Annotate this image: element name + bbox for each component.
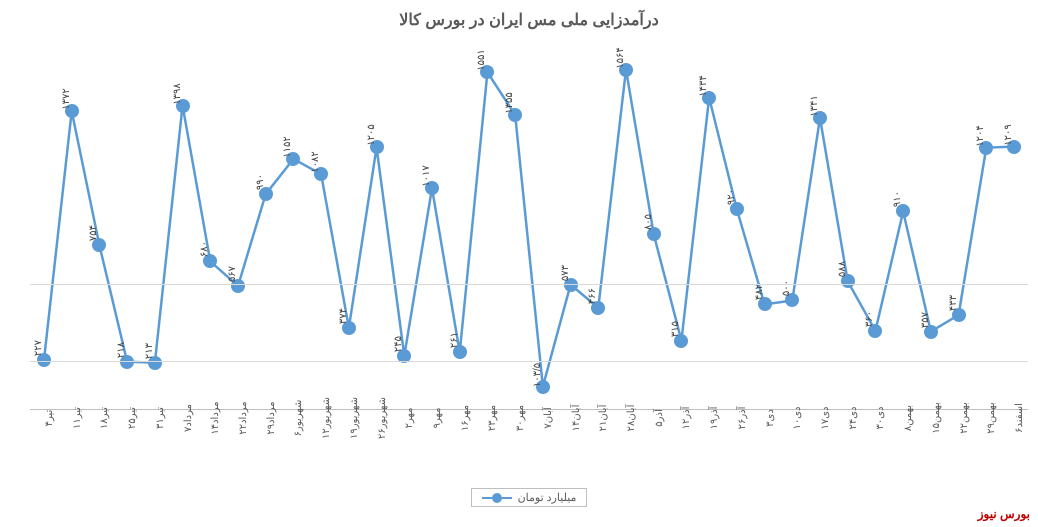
data-label: ۶۸۰ bbox=[199, 241, 210, 257]
data-label: ۴۸۲ bbox=[754, 284, 765, 300]
x-tick-label: ۲۶آذر bbox=[737, 407, 748, 430]
x-tick-label: ۷آبان bbox=[543, 407, 554, 428]
data-label: ۴۶۶ bbox=[587, 288, 598, 304]
x-tick-label: ۱۶مهر bbox=[460, 405, 471, 431]
data-label: ۵۶۷ bbox=[227, 266, 238, 282]
data-label: ۹۱۰ bbox=[892, 191, 903, 207]
x-tick-label: ۹مهر bbox=[432, 408, 443, 429]
x-tick-label: ۲۲مرداد bbox=[238, 401, 249, 434]
x-tick-label: ۱۲آذر bbox=[681, 407, 692, 430]
data-label: ۲۲۷ bbox=[33, 340, 44, 356]
x-tick-label: ۲۸آبان bbox=[626, 405, 637, 432]
x-tick-label: ۲۴دی bbox=[848, 406, 859, 429]
x-tick-label: ۶شهریور bbox=[293, 400, 304, 437]
data-label: ۸۰۵ bbox=[643, 214, 654, 230]
data-label: ۹۲۰ bbox=[726, 189, 737, 205]
x-tick-label: ۳۰دی bbox=[875, 406, 886, 429]
legend: میلیارد تومان bbox=[471, 488, 588, 507]
x-tick-label: ۲۵تیر bbox=[127, 407, 138, 429]
x-tick-label: ۶اسفند bbox=[1014, 403, 1025, 433]
chart-title: درآمدزایی ملی مس ایران در بورس کالا bbox=[30, 10, 1028, 30]
x-tick-label: ۲۳مهر bbox=[487, 405, 498, 431]
data-label: ۳۶۰ bbox=[864, 311, 875, 327]
data-label: ۴۳۳ bbox=[948, 295, 959, 311]
data-label: ۳۷۴ bbox=[338, 308, 349, 324]
plot-area: ۲۲۷ ۱۳۷۲ ۷۵۴ ۲۱۸ ۲۱۳ ۱۳۹۸ ۶۸۰ ۵۶۷ ۹۹۰ ۱۱۵۲ ۱۰۸۲ ۳۷۴… bbox=[30, 40, 1028, 410]
chart-container: درآمدزایی ملی مس ایران در بورس کالا ۲۲۷ ۱… bbox=[30, 10, 1028, 497]
data-label: ۱۰۱۷ bbox=[421, 166, 432, 187]
data-label: ۱۰۸۲ bbox=[310, 151, 321, 172]
x-tick-label: ۱۰دی bbox=[792, 406, 803, 429]
x-tick-label: ۸بهمن bbox=[903, 405, 914, 431]
x-tick-label: ۱۲شهریور bbox=[321, 397, 332, 439]
data-label: ۲۴۵ bbox=[393, 336, 404, 352]
data-label: ۹۹۰ bbox=[255, 174, 266, 190]
data-label: ۱۳۹۸ bbox=[172, 83, 183, 104]
x-tick-label: ۱۸تیر bbox=[99, 407, 110, 429]
x-tick-label: ۱۴مرداد bbox=[210, 401, 221, 434]
x-tick-label: ۱۹شهریور bbox=[349, 397, 360, 439]
data-label: ۱۲۰۵ bbox=[366, 125, 377, 146]
data-label: ۱۳۷۲ bbox=[61, 88, 72, 109]
x-tick-label: ۳دی bbox=[765, 409, 776, 427]
x-tick-label: ۳۰مهر bbox=[515, 405, 526, 431]
x-tick-label: ۲۹مرداد bbox=[266, 401, 277, 434]
data-label: ۲۶۱ bbox=[449, 332, 460, 348]
legend-marker bbox=[482, 493, 512, 503]
grid-line bbox=[30, 284, 1028, 285]
grid-line bbox=[30, 361, 1028, 362]
data-label: ۱۴۳۴ bbox=[698, 75, 709, 96]
data-label: ۳۱۵ bbox=[670, 321, 681, 337]
x-tick-label: ۱۱تیر bbox=[72, 407, 83, 429]
data-label: ۷۵۴ bbox=[88, 225, 99, 241]
data-label: ۱۲۰۹ bbox=[1003, 124, 1014, 145]
x-tick-label: ۱۴آبان bbox=[571, 405, 582, 432]
data-label: ۲۱۳ bbox=[144, 343, 155, 359]
source-label: بورس نیوز bbox=[978, 507, 1030, 521]
x-tick-label: ۲۲بهمن bbox=[959, 402, 970, 434]
x-tick-label: ۱۵بهمن bbox=[931, 402, 942, 434]
x-tick-label: ۲۶شهریور bbox=[377, 397, 388, 439]
data-label: ۱۱۵۲ bbox=[282, 136, 293, 157]
x-tick-label: ۱۷دی bbox=[820, 406, 831, 429]
x-tick-label: ۴تیر bbox=[44, 410, 55, 427]
x-tick-label: ۲۱آبان bbox=[598, 405, 609, 432]
data-label: ۵۸۸ bbox=[837, 261, 848, 277]
x-tick-label: ۱۹آذر bbox=[709, 407, 720, 430]
data-label: ۱۲۰۴ bbox=[975, 125, 986, 146]
x-tick-label: ۵آذر bbox=[654, 409, 665, 426]
x-tick-label: ۲۹بهمن bbox=[986, 402, 997, 434]
data-label: ۵۷۳ bbox=[560, 265, 571, 281]
data-label: ۱۵۶۴ bbox=[615, 47, 626, 68]
data-label: ۱۳۵۵ bbox=[504, 92, 515, 113]
x-tick-label: ۷مرداد bbox=[183, 404, 194, 432]
data-label: ۱۰۳/۵ bbox=[532, 362, 543, 386]
legend-label: میلیارد تومان bbox=[518, 491, 577, 504]
data-label: ۲۱۸ bbox=[116, 342, 127, 358]
data-label: ۱۳۴۱ bbox=[809, 95, 820, 116]
x-axis: ۴تیر۱۱تیر۱۸تیر۲۵تیر۳۱تیر۷مرداد۱۴مرداد۲۲م… bbox=[30, 410, 1028, 480]
x-tick-label: ۳۱تیر bbox=[155, 407, 166, 429]
data-label: ۳۵۷ bbox=[920, 311, 931, 327]
x-tick-label: ۲مهر bbox=[404, 408, 415, 429]
data-label: ۱۵۵۱ bbox=[476, 50, 487, 71]
